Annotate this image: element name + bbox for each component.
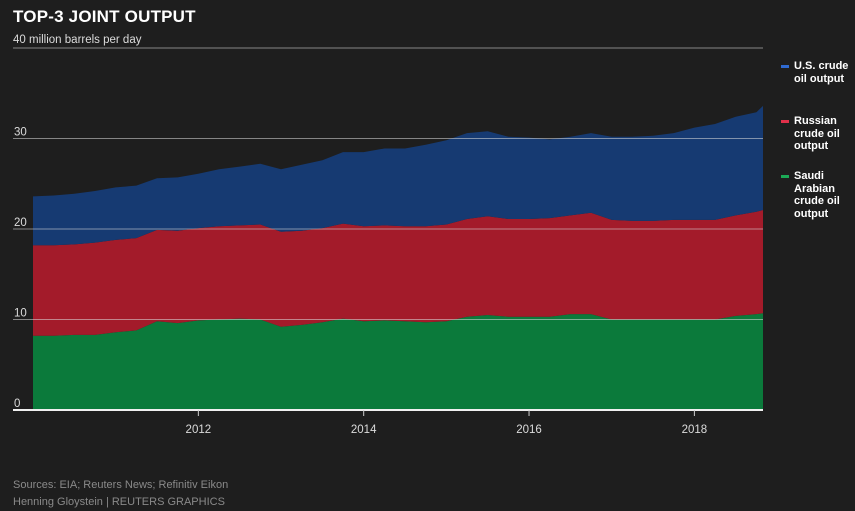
x-tick-label-2014: 2014 — [351, 424, 377, 436]
area-series-3 — [33, 105, 763, 246]
legend-label: Russian crude oil output — [794, 115, 840, 152]
x-tick-label-2016: 2016 — [516, 424, 542, 436]
legend-item-1: U.S. crude oil output — [781, 60, 851, 85]
y-tick-label-20: 20 — [14, 217, 27, 229]
legend-item-2: Russian crude oil output — [781, 115, 851, 153]
y-tick-label-0: 0 — [14, 398, 20, 410]
x-tick-label-2018: 2018 — [682, 424, 708, 436]
legend-swatch — [781, 65, 789, 68]
x-tick-label-2012: 2012 — [186, 424, 212, 436]
sources-note: Sources: EIA; Reuters News; Refinitiv Ei… — [13, 479, 229, 491]
legend-item-3: Saudi Arabian crude oil output — [781, 170, 851, 220]
area-series-2 — [33, 210, 763, 336]
legend-label: Saudi Arabian crude oil output — [794, 170, 840, 220]
legend-swatch — [781, 120, 789, 123]
y-tick-label-30: 30 — [14, 127, 27, 139]
chart-title: TOP-3 JOINT OUTPUT — [13, 7, 196, 26]
y-axis-top-label: 40 million barrels per day — [13, 34, 142, 46]
legend-swatch — [781, 175, 789, 178]
y-tick-label-10: 10 — [14, 308, 27, 320]
credit-line: Henning Gloystein | REUTERS GRAPHICS — [13, 496, 225, 508]
legend-label: U.S. crude oil output — [794, 60, 849, 85]
area-series-1 — [33, 313, 763, 410]
